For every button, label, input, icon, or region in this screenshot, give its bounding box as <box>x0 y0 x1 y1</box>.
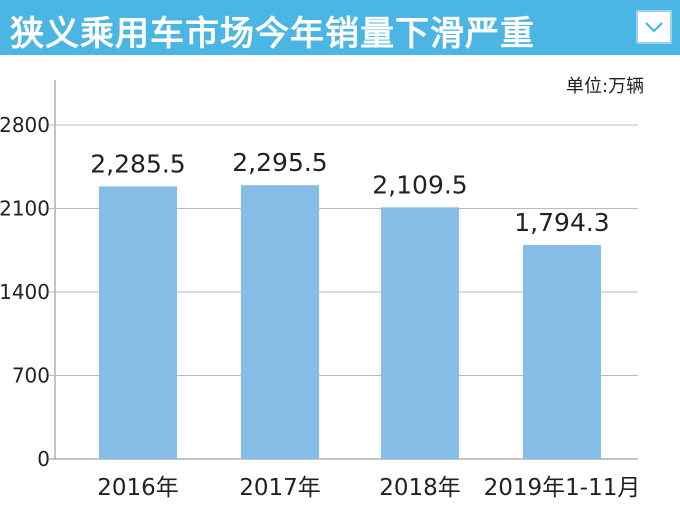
data-label: 2,285.5 <box>90 149 185 178</box>
data-label: 2,109.5 <box>372 170 467 199</box>
y-tick-label: 1400 <box>0 280 50 304</box>
y-tick-label: 0 <box>37 447 50 471</box>
bar <box>99 186 177 459</box>
bar <box>523 244 601 459</box>
x-tick-label: 2016年 <box>97 475 179 501</box>
data-label: 2,295.5 <box>232 148 327 177</box>
chart-title: 狭义乘用车市场今年销量下滑严重 <box>10 14 535 54</box>
x-tick-label: 2019年1-11月 <box>484 475 641 501</box>
bar <box>241 185 319 460</box>
chevron-down-icon <box>645 22 663 33</box>
data-label: 1,794.3 <box>514 208 609 237</box>
x-tick-label: 2017年 <box>239 475 321 501</box>
y-tick-label: 2100 <box>0 197 50 221</box>
header-bar: 狭义乘用车市场今年销量下滑严重 <box>0 0 680 55</box>
bar <box>381 207 459 459</box>
y-tick-label: 700 <box>12 364 50 388</box>
unit-label: 单位:万辆 <box>566 76 645 97</box>
dropdown-button[interactable] <box>636 10 672 44</box>
y-tick-label: 2800 <box>0 113 50 137</box>
x-tick-label: 2018年 <box>379 475 461 501</box>
